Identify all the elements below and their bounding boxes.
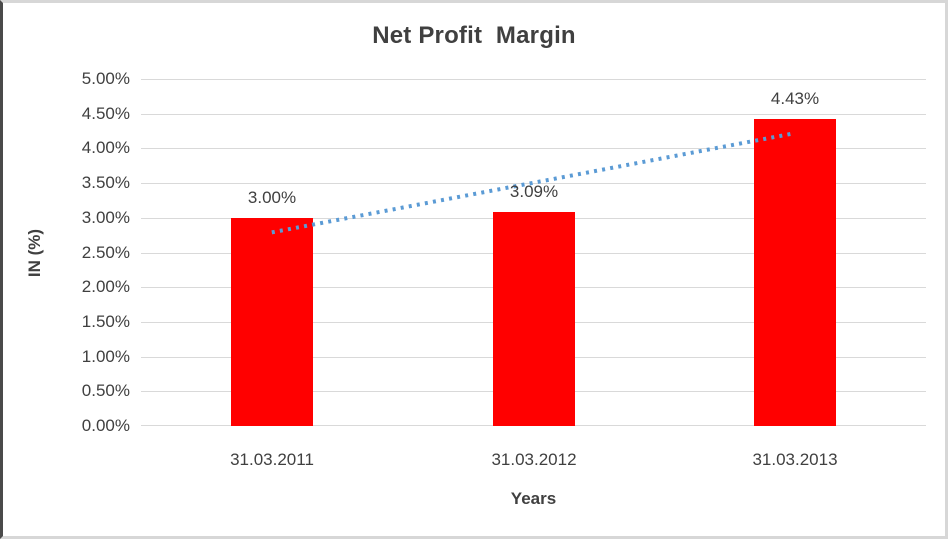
- y-tick-label: 1.50%: [81, 312, 130, 331]
- y-tick-label: 0.00%: [81, 416, 130, 435]
- x-axis-title: Years: [510, 489, 557, 508]
- plot-area: 3.00% 3.09% 4.43%: [141, 79, 926, 426]
- y-tick-label: 4.50%: [81, 104, 130, 123]
- bar-data-label: 3.00%: [247, 188, 297, 207]
- y-tick-label: 3.00%: [81, 208, 130, 227]
- bar: [754, 119, 836, 426]
- bar-data-label: 4.43%: [770, 89, 820, 108]
- y-tick-label: 1.00%: [81, 347, 130, 366]
- trendline: [271, 131, 796, 235]
- x-tick-label: 31.03.2012: [491, 450, 577, 469]
- y-tick-label: 3.50%: [81, 173, 130, 192]
- y-tick-label: 4.00%: [81, 138, 130, 157]
- gridline: [141, 114, 926, 115]
- x-tick-label: 31.03.2013: [752, 450, 838, 469]
- y-tick-label: 5.00%: [81, 69, 130, 88]
- gridline: [141, 79, 926, 80]
- y-tick-label: 0.50%: [81, 381, 130, 400]
- bar-data-label: 3.09%: [509, 182, 559, 201]
- x-tick-label: 31.03.2011: [230, 450, 314, 469]
- y-tick-label: 2.00%: [81, 277, 130, 296]
- gridline: [141, 183, 926, 184]
- bar: [231, 218, 313, 426]
- bar: [493, 212, 575, 426]
- gridline: [141, 148, 926, 149]
- y-tick-label: 2.50%: [81, 243, 130, 262]
- chart-title: Net Profit Margin: [372, 22, 576, 49]
